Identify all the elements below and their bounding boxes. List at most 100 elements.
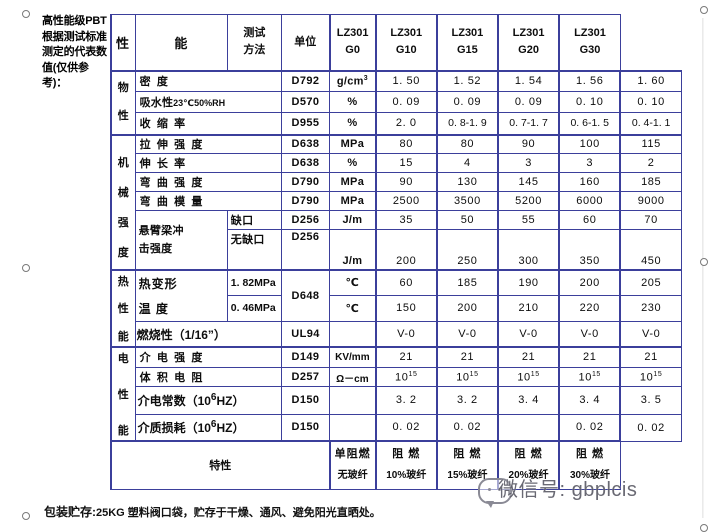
category-thermal-char-2: 能 (117, 331, 129, 344)
row-label-tensile-strength: 拉 伸 强 度 (134, 133, 282, 154)
cell-volres-g20: 1015 (558, 366, 621, 388)
table-row: 机 械 强 度 拉 伸 强 度 D638 MPa 80 80 90 100 11… (109, 133, 683, 270)
cell-izodu-g30: 450 (619, 229, 683, 270)
cell-dielstr-g20: 21 (558, 346, 621, 368)
row-label-flammability: 燃烧性（1/16”） (134, 320, 282, 348)
table-row: 悬臂梁冲 击强度 缺口 D256 J/m 35 50 55 60 70 (111, 210, 683, 270)
row-method-dielectric-constant: D150 (280, 386, 331, 415)
cell-elongation-g15: 3 (496, 153, 560, 173)
row-unit-izod-notched: J/m (329, 210, 377, 230)
row-label-dielectric-strength: 介 电 强 度 (134, 346, 282, 368)
feature-value-g30: 阻 燃 30%玻纤 (558, 440, 621, 490)
table-row: 弯 曲 强 度 D790 MPa 90 130 145 160 185 (111, 172, 683, 192)
cell-water-g20: 0. 10 (558, 91, 621, 113)
cell-tensile-g15: 90 (496, 133, 560, 154)
category-electrical-char-0: 电 (117, 353, 129, 366)
row-method-volume-resistivity: D257 (280, 366, 331, 388)
intro-note: 高性能级PBT根据测试标准测定的代表数值(仅供参考)： (42, 15, 107, 89)
cell-dissip-g20: 0. 02 (558, 413, 621, 442)
row-method-elongation: D638 (280, 153, 331, 173)
header-property-right: 能 (134, 14, 228, 71)
cell-flexmod-g10: 3500 (435, 191, 499, 211)
category-electrical-char-2: 能 (117, 425, 129, 438)
row-unit-water-absorption: % (329, 91, 377, 113)
cell-flam-g15: V-0 (496, 320, 560, 348)
hdt-label-line1: 热变形 (138, 276, 178, 291)
cell-izodu-g20: 350 (558, 229, 621, 270)
row-method-flammability: UL94 (280, 320, 331, 348)
grade-g0-line1: LZ301 (336, 27, 369, 40)
row-sublabel-hdt-046: 0. 46MPa (226, 294, 282, 322)
cell-izodn-g30: 70 (619, 210, 683, 230)
category-mechanical-char-2: 强 (117, 217, 129, 229)
row-unit-flammability (329, 320, 377, 348)
header-grade-g15: LZ301 G15 (435, 14, 499, 71)
cell-flexstr-g10: 130 (435, 172, 499, 192)
cell-hdt046-g0: 150 (374, 294, 438, 322)
feature-g10-line2: 10%玻纤 (386, 470, 427, 482)
row-unit-density: g/cm3 (329, 69, 377, 92)
cell-elongation-g10: 4 (435, 153, 499, 173)
cell-water-g0: 0. 09 (374, 91, 438, 113)
row-label-volume-resistivity: 体 积 电 阻 (134, 366, 282, 388)
row-label-dielectric-constant: 介电常数（106HZ） (134, 386, 282, 415)
cell-dielstr-g30: 21 (619, 346, 683, 368)
grade-g0-line2: G0 (345, 44, 360, 57)
row-method-flexural-modulus: D790 (280, 191, 331, 211)
row-unit-flexural-strength: MPa (329, 172, 377, 192)
grade-g20-line1: LZ301 (512, 27, 545, 40)
cell-volres-g10: 1015 (435, 366, 499, 388)
grade-g20-line2: G20 (518, 44, 539, 57)
table-header-row: 性 能 测试 方法 单位 LZ301 G0 LZ301 G10 LZ301 G1… (109, 14, 682, 71)
page-artifact-mark (700, 6, 708, 14)
header-property-left: 性 (109, 14, 136, 71)
table-row: 物 性 密 度 D792 g/cm3 1. 50 1. 52 1. 54 1. … (109, 69, 683, 135)
row-method-water-absorption: D570 (280, 91, 331, 113)
cell-volres-g15: 1015 (496, 366, 560, 388)
feature-g0-line2: 无玻纤 (337, 470, 368, 482)
feature-g20-line2: 20%玻纤 (508, 470, 549, 482)
cell-dielstr-g0: 21 (374, 346, 438, 368)
cell-flam-g20: V-0 (558, 320, 621, 348)
table-row: 电 性 能 介 电 强 度 D149 KV/mm 21 21 21 21 21 (109, 346, 683, 442)
table-row: 热 性 能 热变形 温 度 1. 82MPa D648 ℃ 60 185 190… (109, 268, 683, 348)
cell-flam-g30: V-0 (619, 320, 683, 348)
table-row: 收 缩 率 D955 % 2. 0 0. 8-1. 9 0. 7-1. 7 0.… (111, 112, 683, 135)
row-unit-hdt-046: ℃ (329, 294, 377, 322)
grade-g15-line2: G15 (457, 44, 478, 57)
grade-g10-line2: G10 (395, 44, 417, 57)
cell-tensile-g0: 80 (374, 133, 438, 154)
row-method-izod-notched: D256 (280, 210, 331, 230)
cell-flexstr-g20: 160 (558, 172, 621, 192)
row-unit-izod-unnotched: J/m (329, 229, 377, 270)
category-mechanical: 机 械 强 度 (109, 133, 136, 270)
row-label-density: 密 度 (134, 69, 282, 92)
cell-hdt046-g20: 220 (558, 294, 621, 322)
cell-elongation-g30: 2 (619, 153, 683, 173)
feature-label: 特性 (110, 440, 331, 490)
page-artifact-mark (700, 258, 708, 266)
cell-dissip-g0: 0. 02 (374, 413, 438, 442)
row-unit-hdt-182: ℃ (329, 268, 377, 296)
izod-label-line1: 悬臂梁冲 (138, 224, 184, 237)
header-grade-g10: LZ301 G10 (374, 14, 438, 71)
row-method-density: D792 (280, 69, 331, 92)
cell-izodu-g10: 250 (435, 229, 499, 270)
cell-tensile-g20: 100 (558, 133, 621, 154)
feature-g15-line1: 阻 燃 (453, 448, 482, 461)
category-thermal-char-1: 性 (117, 303, 129, 316)
izod-label-line2: 击强度 (138, 242, 173, 255)
row-method-shrinkage: D955 (280, 112, 331, 135)
cell-izodu-g0: 200 (374, 229, 438, 270)
feature-value-g15: 阻 燃 15%玻纤 (435, 440, 499, 490)
row-label-water-absorption: 吸水性23℃50%RH (134, 91, 282, 113)
table-row: 无缺口 D256 J/m 200 250 300 350 450 (111, 229, 683, 270)
grade-g30-line2: G30 (579, 44, 601, 57)
cell-izodn-g0: 35 (374, 210, 438, 230)
feature-g0-line1: 单阻燃 (334, 448, 371, 461)
cell-hdt182-g10: 185 (435, 268, 499, 296)
cell-dissip-g10: 0. 02 (435, 413, 499, 442)
header-grade-g30: LZ301 G30 (558, 14, 621, 71)
row-method-hdt: D648 (280, 268, 331, 322)
cell-density-g15: 1. 54 (496, 69, 560, 92)
